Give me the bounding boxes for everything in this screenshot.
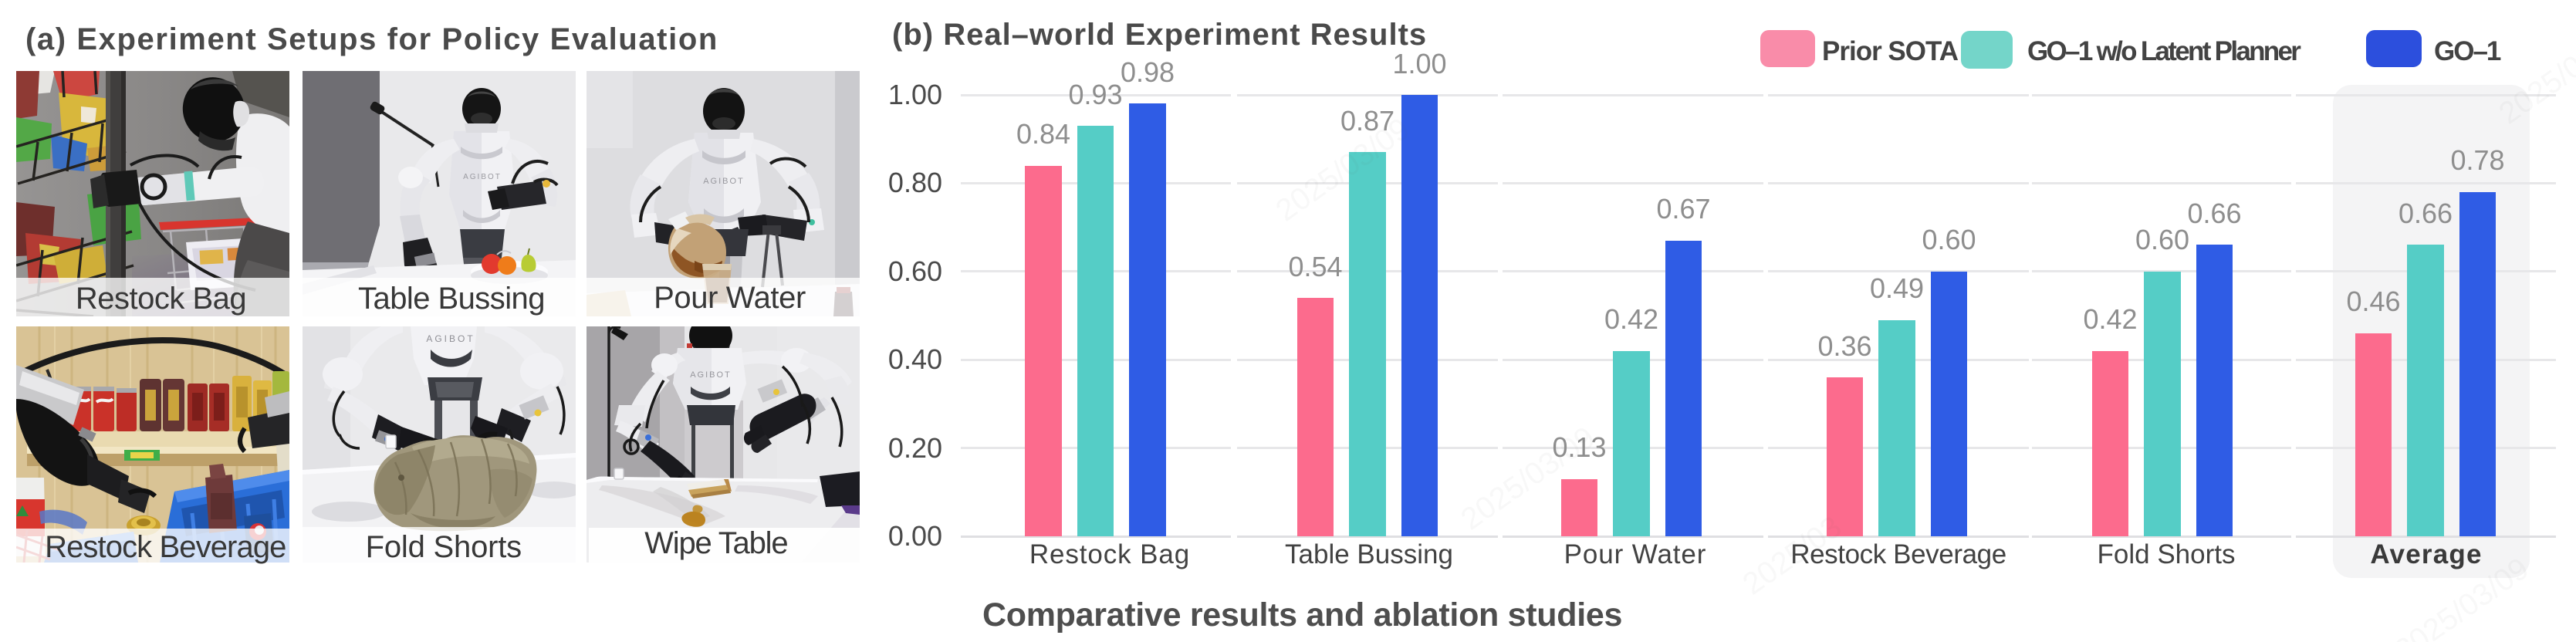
svg-text:AGIBOT: AGIBOT — [690, 370, 732, 380]
svg-text:AGIBOT: AGIBOT — [703, 177, 745, 186]
svg-text:AGIBOT: AGIBOT — [463, 173, 502, 181]
svg-text:AGIBOT: AGIBOT — [426, 333, 475, 344]
